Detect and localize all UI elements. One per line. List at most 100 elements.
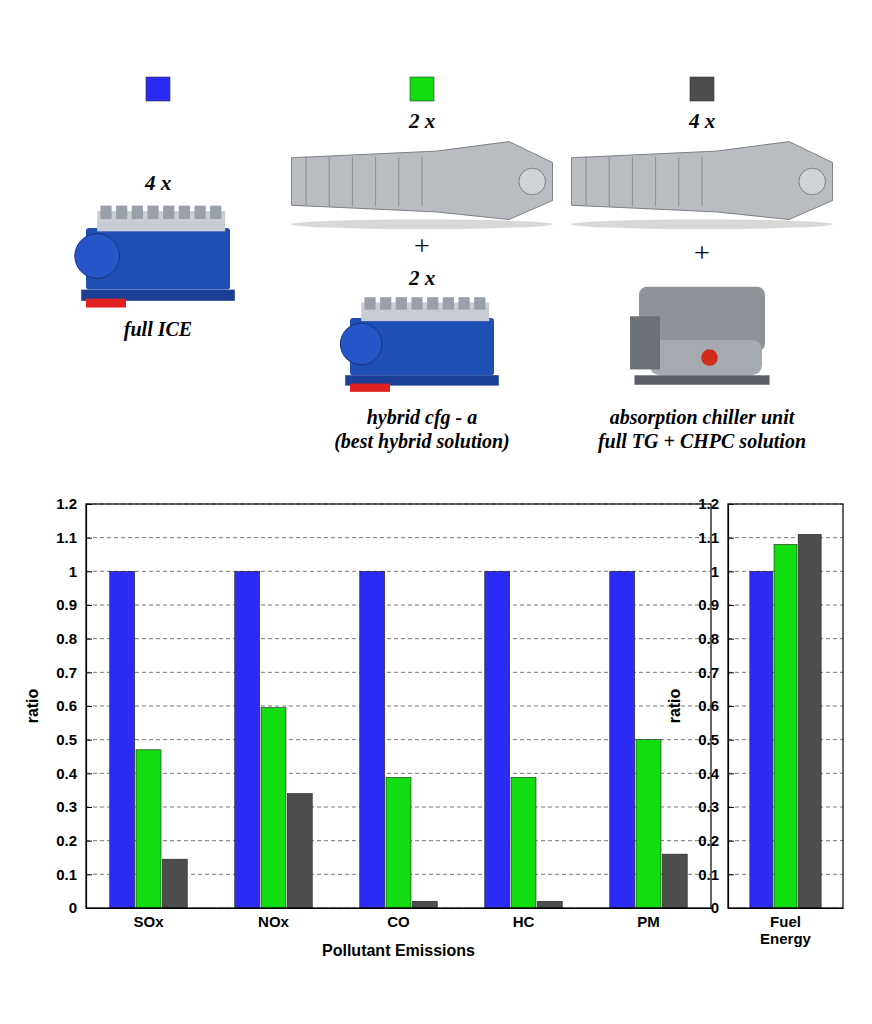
bar bbox=[798, 534, 821, 908]
legend-item: 4 x+absorption chiller unitfull TG + CHP… bbox=[572, 77, 833, 453]
y-tick-mark bbox=[728, 773, 734, 774]
y-tick-label: 1 bbox=[711, 563, 719, 580]
y-tick-label: 1.2 bbox=[698, 495, 719, 512]
x-axis: FuelEnergy bbox=[729, 908, 844, 947]
legend-count: 2 x bbox=[408, 266, 435, 290]
engine-plate bbox=[350, 384, 390, 392]
engine-flywheel bbox=[75, 234, 120, 279]
engine-flywheel bbox=[340, 323, 382, 365]
y-axis-title: ratio bbox=[666, 688, 683, 723]
x-tick-label: CO bbox=[387, 913, 410, 930]
engine-cylinder bbox=[100, 206, 111, 219]
bar bbox=[386, 777, 411, 908]
y-tick-mark bbox=[86, 807, 92, 808]
y-tick-mark bbox=[728, 807, 734, 808]
turbine-ring bbox=[678, 157, 679, 206]
y-tick-mark bbox=[728, 874, 734, 875]
y-tick-label: 1.1 bbox=[56, 529, 77, 546]
bar bbox=[636, 740, 661, 908]
legend-count: 4 x bbox=[144, 171, 171, 195]
legend-caption: hybrid cfg - a bbox=[367, 406, 478, 429]
bar bbox=[360, 571, 385, 908]
x-tick-label-line: Energy bbox=[760, 930, 812, 947]
turbine-ring bbox=[329, 157, 330, 206]
y-tick-mark bbox=[728, 706, 734, 707]
x-tick: SOx bbox=[133, 908, 164, 930]
chart: 00.10.20.30.40.50.60.70.80.911.11.2SOxNO… bbox=[24, 495, 712, 959]
y-tick: 0.7 bbox=[56, 664, 92, 681]
legend-caption: absorption chiller unit bbox=[610, 406, 796, 429]
x-tick-label: NOx bbox=[258, 913, 290, 930]
y-tick-label: 1 bbox=[69, 563, 77, 580]
y-tick: 1.2 bbox=[698, 495, 734, 512]
chiller-icon bbox=[630, 287, 770, 385]
bars bbox=[750, 534, 821, 908]
y-tick-mark bbox=[86, 571, 92, 572]
y-tick-label: 0.9 bbox=[698, 596, 719, 613]
engine-icon bbox=[340, 297, 498, 392]
legend-joiner: + bbox=[694, 237, 710, 268]
y-tick-mark bbox=[728, 672, 734, 673]
y-tick: 0.4 bbox=[698, 765, 734, 782]
grid-line bbox=[728, 537, 843, 538]
legend-swatch bbox=[690, 77, 714, 101]
turbine-ring bbox=[702, 157, 703, 206]
bar bbox=[537, 901, 562, 908]
y-tick-label: 0.6 bbox=[698, 697, 719, 714]
turbine-ring bbox=[586, 157, 587, 206]
legend-item: 4 xfull ICE bbox=[75, 77, 235, 341]
chiller-burner bbox=[701, 349, 718, 366]
y-tick-label: 0.1 bbox=[698, 866, 719, 883]
y-tick: 0.9 bbox=[56, 596, 92, 613]
figure: 4 xfull ICE2 x2 x+hybrid cfg - a(best hy… bbox=[0, 0, 872, 1024]
y-tick-mark bbox=[86, 773, 92, 774]
y-tick-mark bbox=[728, 538, 734, 539]
y-tick-mark bbox=[86, 538, 92, 539]
chiller-base bbox=[635, 375, 770, 384]
engine-cylinder bbox=[364, 297, 375, 309]
engine-cylinder bbox=[147, 206, 158, 219]
y-tick: 0.5 bbox=[698, 731, 734, 748]
x-axis-line bbox=[729, 908, 844, 909]
engine-cylinder bbox=[179, 206, 190, 219]
y-tick-mark bbox=[86, 504, 92, 505]
turbine-ring bbox=[306, 157, 307, 206]
y-axis-line bbox=[729, 505, 735, 909]
legend-caption: full TG + CHPC solution bbox=[598, 430, 806, 453]
y-tick: 0.5 bbox=[56, 731, 92, 748]
y-tick: 0.3 bbox=[56, 798, 92, 815]
y-tick: 0.8 bbox=[56, 630, 92, 647]
y-tick-mark bbox=[728, 740, 734, 741]
legend-count: 2 x bbox=[408, 109, 435, 133]
y-tick: 0.7 bbox=[698, 664, 734, 681]
x-tick: CO bbox=[387, 908, 410, 930]
turbine-ring bbox=[609, 157, 610, 206]
y-tick: 0 bbox=[69, 899, 92, 916]
turbine-nozzle bbox=[519, 168, 546, 195]
y-tick-label: 0.4 bbox=[56, 765, 78, 782]
bar bbox=[662, 854, 687, 908]
y-tick: 1.1 bbox=[698, 529, 734, 546]
y-tick-mark bbox=[728, 639, 734, 640]
y-tick: 0.6 bbox=[56, 697, 92, 714]
grid bbox=[86, 504, 711, 908]
x-tick: HC bbox=[513, 908, 535, 930]
y-tick-label: 0.2 bbox=[56, 832, 77, 849]
x-axis: SOxNOxCOHCPM bbox=[87, 908, 712, 930]
grid-line bbox=[86, 537, 711, 538]
y-tick-label: 0.9 bbox=[56, 596, 77, 613]
bar bbox=[136, 750, 161, 908]
engine-cylinder bbox=[474, 297, 485, 309]
chiller-panel bbox=[630, 316, 660, 369]
engine-cylinder bbox=[194, 206, 205, 219]
y-tick-label: 0.8 bbox=[698, 630, 719, 647]
engine-icon bbox=[75, 206, 235, 308]
turbine-casing bbox=[572, 142, 833, 220]
bar bbox=[511, 777, 536, 908]
engine-cylinder bbox=[427, 297, 438, 309]
y-tick: 0.8 bbox=[698, 630, 734, 647]
turbine-ring bbox=[632, 157, 633, 206]
bar bbox=[235, 571, 260, 908]
engine-cylinder bbox=[116, 206, 127, 219]
turbine-ring bbox=[422, 157, 423, 206]
